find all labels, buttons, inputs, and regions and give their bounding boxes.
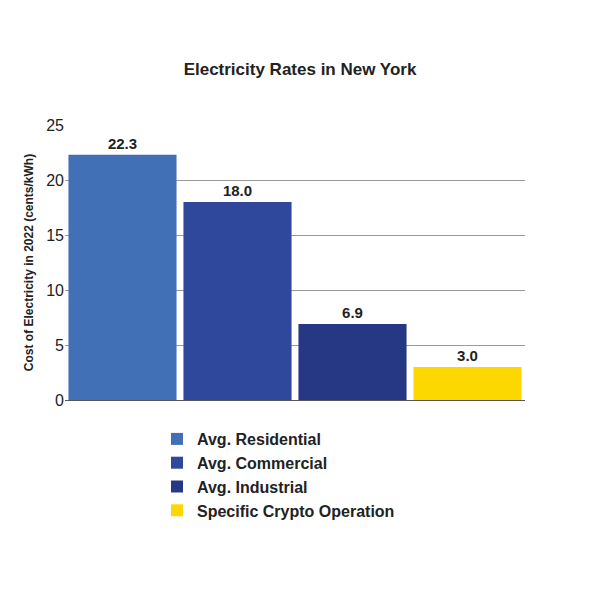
svg-text:Cost of Electricity in 2022 (c: Cost of Electricity in 2022 (cents/kWh) (22, 154, 36, 371)
svg-text:6.9: 6.9 (342, 304, 363, 321)
svg-text:3.0: 3.0 (457, 347, 478, 364)
svg-text:Avg. Residential: Avg. Residential (197, 431, 321, 448)
svg-text:20: 20 (46, 172, 64, 189)
svg-text:22.3: 22.3 (108, 135, 137, 152)
svg-text:25: 25 (46, 117, 64, 134)
svg-text:10: 10 (46, 282, 64, 299)
svg-text:Electricity Rates in New York: Electricity Rates in New York (184, 60, 417, 79)
svg-text:Avg. Commercial: Avg. Commercial (197, 455, 327, 472)
svg-text:0: 0 (55, 392, 64, 409)
svg-text:18.0: 18.0 (223, 182, 252, 199)
svg-text:Avg. Industrial: Avg. Industrial (197, 479, 308, 496)
svg-text:5: 5 (55, 337, 64, 354)
svg-text:Specific Crypto Operation: Specific Crypto Operation (197, 503, 394, 520)
svg-text:15: 15 (46, 227, 64, 244)
